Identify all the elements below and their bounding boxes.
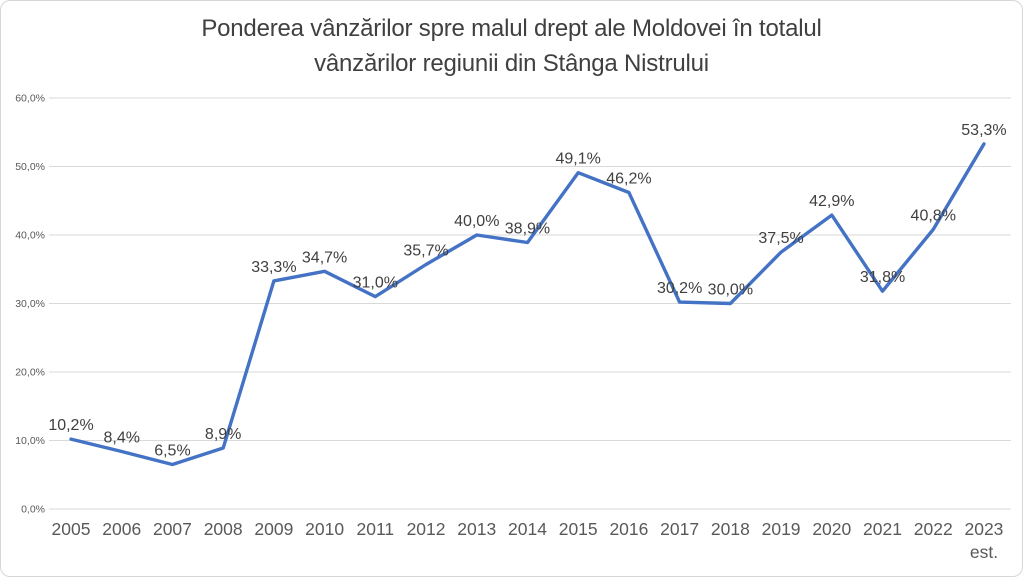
x-axis-note: est. <box>970 542 998 562</box>
x-axis-tick-label: 2013 <box>457 519 496 539</box>
data-label: 49,1% <box>556 151 601 168</box>
data-label: 34,7% <box>302 249 347 266</box>
x-axis-tick-label: 2008 <box>204 519 243 539</box>
data-label: 42,9% <box>809 193 854 210</box>
data-label: 40,8% <box>911 208 956 225</box>
x-axis-tick-label: 2019 <box>762 519 801 539</box>
data-label: 6,5% <box>154 442 190 459</box>
x-axis-tick-label: 2014 <box>508 519 547 539</box>
x-axis-tick-label: 2009 <box>254 519 293 539</box>
data-label: 31,0% <box>353 275 398 292</box>
data-label: 37,5% <box>758 230 803 247</box>
y-axis-tick-label: 60,0% <box>15 93 45 105</box>
data-label: 8,4% <box>103 429 139 446</box>
x-axis-tick-label: 2015 <box>559 519 598 539</box>
data-label: 46,2% <box>606 171 651 188</box>
data-label: 10,2% <box>48 417 93 434</box>
x-axis-tick-label: 2023 <box>964 519 1003 539</box>
data-label: 30,0% <box>708 282 753 299</box>
y-axis-tick-label: 20,0% <box>15 367 45 379</box>
data-label: 31,8% <box>860 269 905 286</box>
y-axis-tick-label: 30,0% <box>15 298 45 310</box>
y-axis-tick-label: 50,0% <box>15 161 45 173</box>
y-axis-tick-label: 10,0% <box>15 435 45 447</box>
x-axis-tick-label: 2022 <box>914 519 953 539</box>
data-label: 30,2% <box>657 280 702 297</box>
data-label: 8,9% <box>205 426 241 443</box>
chart-title: Ponderea vânzărilor spre malul drept ale… <box>1 11 1022 81</box>
x-axis-tick-label: 2020 <box>812 519 851 539</box>
data-label: 53,3% <box>961 122 1006 139</box>
x-axis-tick-label: 2011 <box>356 519 394 539</box>
data-label: 35,7% <box>403 242 448 259</box>
x-axis-tick-label: 2012 <box>407 519 446 539</box>
chart-title-line-1: Ponderea vânzărilor spre malul drept ale… <box>201 15 822 42</box>
x-axis-tick-label: 2010 <box>305 519 344 539</box>
x-axis-tick-label: 2017 <box>660 519 699 539</box>
data-label: 40,0% <box>454 213 499 230</box>
x-axis-tick-label: 2007 <box>153 519 192 539</box>
x-axis-tick-label: 2005 <box>52 519 91 539</box>
x-axis-tick-label: 2006 <box>102 519 141 539</box>
y-axis-tick-label: 40,0% <box>15 230 45 242</box>
data-label: 38,9% <box>505 221 550 238</box>
x-axis-tick-label: 2021 <box>863 519 902 539</box>
series-line <box>69 142 986 467</box>
x-axis-tick-label: 2016 <box>609 519 648 539</box>
chart-title-line-2: vânzărilor regiunii din Stânga Nistrului <box>314 50 709 77</box>
x-axis-tick-label: 2018 <box>711 519 750 539</box>
data-label: 33,3% <box>251 259 296 276</box>
y-axis-tick-label: 0,0% <box>21 504 45 516</box>
